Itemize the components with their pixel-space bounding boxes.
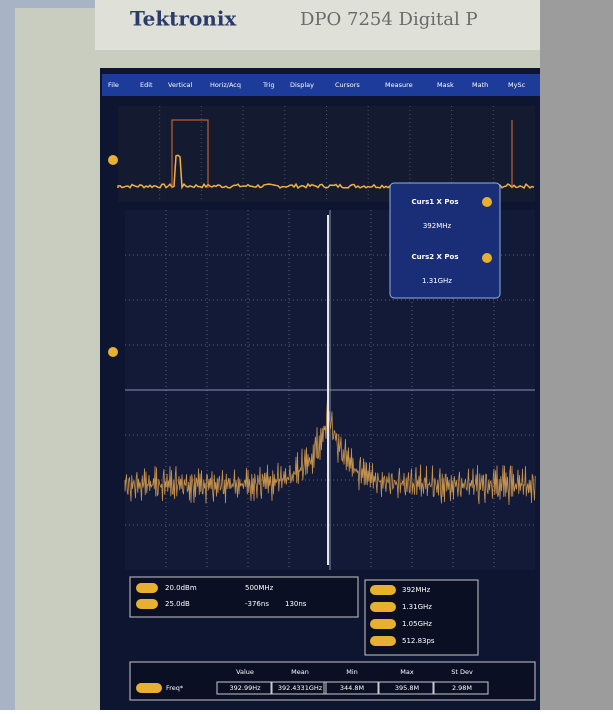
meas-label: Freq* (166, 684, 184, 692)
curs2-value: 1.31GHz (422, 277, 452, 285)
channel-badge (136, 599, 158, 609)
page: Tektronix DPO 7254 Digital P Curs1 X Pos… (0, 0, 613, 710)
menu-item: Cursors (335, 81, 360, 89)
model: DPO 7254 Digital P (300, 9, 478, 30)
readout-value: 25.0dB (165, 600, 190, 608)
readout-value: 1.05GHz (402, 620, 432, 628)
curs1-label: Curs1 X Pos (412, 198, 459, 206)
gray-strip (540, 0, 613, 710)
meas-value: 344.8M (340, 684, 364, 692)
readout-left (130, 577, 358, 617)
curs2-icon (482, 253, 492, 263)
menu-item: Math (472, 81, 488, 89)
photo: Tektronix DPO 7254 Digital P Curs1 X Pos… (0, 0, 613, 710)
menu-item: Edit (140, 81, 153, 89)
readout-value: 500MHz (245, 584, 274, 592)
cursor-badge (370, 636, 396, 646)
brand: Tektronix (130, 7, 237, 31)
cursor-badge (370, 585, 396, 595)
meas-value: 392.4331GHz (278, 684, 323, 692)
readout-value: 130ns (285, 600, 307, 608)
channel-badge (136, 583, 158, 593)
readout-value: 392MHz (402, 586, 431, 594)
meas-header: St Dev (451, 668, 473, 676)
cursor-badge (370, 619, 396, 629)
meas-value: 2.98M (452, 684, 472, 692)
menu-item: Horiz/Acq (210, 81, 241, 89)
meas-header: Min (346, 668, 358, 676)
cursor-badge (370, 602, 396, 612)
meas-value: 392.99Hz (229, 684, 261, 692)
meas-value: 395.8M (395, 684, 419, 692)
curs2-label: Curs2 X Pos (412, 253, 459, 261)
meas-header: Value (236, 668, 254, 676)
menu-item: Vertical (168, 81, 193, 89)
readout-value: 20.0dBm (165, 584, 197, 592)
meas-header: Max (400, 668, 414, 676)
menu-item: Measure (385, 81, 413, 89)
curs1-icon (482, 197, 492, 207)
readout-value: 1.31GHz (402, 603, 432, 611)
menu-item: Display (290, 81, 314, 89)
marker (108, 347, 118, 357)
readout-value: 512.83ps (402, 637, 435, 645)
menu-item: File (108, 81, 119, 89)
menu-item: Trig (262, 81, 275, 89)
menu-item: Mask (437, 81, 454, 89)
meas-badge (136, 683, 162, 693)
menu-item: MySc (508, 81, 526, 89)
readout-value: -376ns (245, 600, 269, 608)
marker (108, 155, 118, 165)
curs1-value: 392MHz (423, 222, 452, 230)
meas-header: Mean (291, 668, 309, 676)
